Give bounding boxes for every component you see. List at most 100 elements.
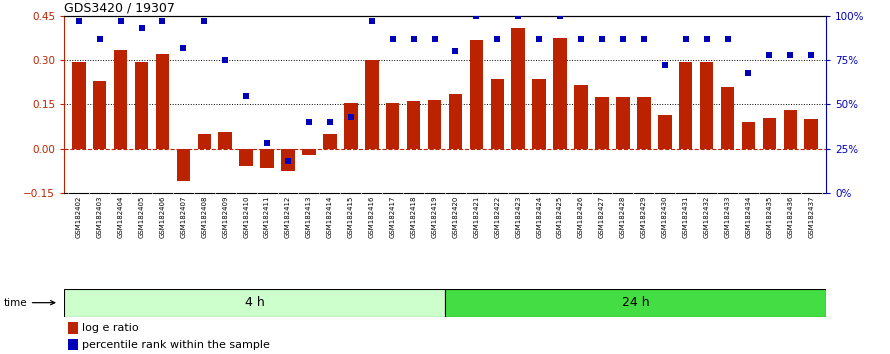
Point [365, 18, 379, 24]
Point [490, 36, 505, 42]
Bar [574, 85, 588, 149]
Point [218, 57, 232, 63]
Bar [763, 118, 776, 149]
Text: GSM182415: GSM182415 [348, 196, 354, 238]
Text: GSM182430: GSM182430 [662, 196, 668, 238]
Point [532, 36, 546, 42]
Bar [68, 339, 77, 350]
Bar [386, 103, 400, 149]
Point [763, 52, 777, 58]
Text: GSM182413: GSM182413 [306, 196, 312, 238]
Text: GSM182433: GSM182433 [724, 196, 731, 238]
Text: GSM182414: GSM182414 [327, 196, 333, 238]
Bar [303, 149, 316, 155]
Text: GSM182405: GSM182405 [139, 196, 144, 238]
Point [427, 36, 441, 42]
Text: GSM182416: GSM182416 [368, 196, 375, 238]
Point [113, 18, 127, 24]
Point [741, 70, 756, 75]
Text: GSM182412: GSM182412 [285, 196, 291, 238]
Bar [805, 119, 818, 149]
Text: GSM182411: GSM182411 [264, 196, 270, 238]
Bar [532, 79, 546, 149]
Text: GSM182435: GSM182435 [766, 196, 773, 238]
Bar [741, 122, 756, 149]
Text: GSM182436: GSM182436 [788, 196, 793, 238]
Point [385, 36, 400, 42]
Text: GSM182426: GSM182426 [578, 196, 584, 238]
Text: GSM182404: GSM182404 [117, 196, 124, 238]
Point [469, 13, 483, 19]
Bar [281, 149, 295, 171]
Bar [68, 322, 77, 333]
Bar [114, 50, 127, 149]
Point [553, 13, 567, 19]
Text: GSM182422: GSM182422 [494, 196, 500, 238]
Bar [365, 60, 378, 149]
Point [658, 63, 672, 68]
Bar [260, 149, 274, 168]
Bar [344, 103, 358, 149]
Point [636, 36, 651, 42]
Bar [239, 149, 253, 166]
Bar [428, 100, 441, 149]
Bar [64, 289, 445, 317]
Point [260, 141, 274, 146]
Bar [323, 134, 336, 149]
Bar [470, 40, 483, 149]
Point [134, 25, 149, 31]
Text: GSM182403: GSM182403 [97, 196, 102, 238]
Bar [554, 38, 567, 149]
Text: GSM182423: GSM182423 [515, 196, 522, 238]
Bar [72, 62, 85, 149]
Point [323, 119, 337, 125]
Text: GSM182421: GSM182421 [473, 196, 480, 238]
Text: GSM182434: GSM182434 [746, 196, 751, 238]
Bar [449, 94, 462, 149]
Text: GSM182427: GSM182427 [599, 196, 605, 238]
Point [156, 18, 170, 24]
Text: GSM182425: GSM182425 [557, 196, 563, 238]
Point [616, 36, 630, 42]
Bar [218, 132, 232, 149]
Bar [616, 97, 630, 149]
Bar [407, 102, 420, 149]
Text: GSM182418: GSM182418 [410, 196, 417, 238]
Text: 4 h: 4 h [245, 296, 264, 309]
Point [805, 52, 819, 58]
Bar [658, 115, 672, 149]
Point [595, 36, 609, 42]
Text: GSM182432: GSM182432 [704, 196, 709, 238]
Point [700, 36, 714, 42]
Text: time: time [4, 298, 55, 308]
Text: GSM182428: GSM182428 [620, 196, 626, 238]
Text: GSM182420: GSM182420 [452, 196, 458, 238]
Point [574, 36, 588, 42]
Text: GSM182407: GSM182407 [181, 196, 186, 238]
Point [93, 36, 107, 42]
Bar [490, 79, 504, 149]
Text: log e ratio: log e ratio [83, 323, 139, 333]
Point [449, 48, 463, 54]
Text: GSM182409: GSM182409 [222, 196, 228, 238]
Point [783, 52, 797, 58]
Point [198, 18, 212, 24]
Bar [721, 87, 734, 149]
Bar [700, 62, 714, 149]
Point [511, 13, 525, 19]
Text: GSM182424: GSM182424 [536, 196, 542, 238]
Bar [176, 149, 190, 181]
Text: GSM182410: GSM182410 [243, 196, 249, 238]
Text: GSM182419: GSM182419 [432, 196, 438, 238]
Text: GDS3420 / 19307: GDS3420 / 19307 [64, 2, 175, 15]
Bar [595, 97, 609, 149]
Bar [783, 110, 797, 149]
Bar [512, 28, 525, 149]
Bar [198, 134, 211, 149]
Text: GSM182431: GSM182431 [683, 196, 689, 238]
Text: 24 h: 24 h [621, 296, 650, 309]
Point [407, 36, 421, 42]
Point [71, 18, 85, 24]
Bar [134, 62, 149, 149]
Point [302, 119, 316, 125]
